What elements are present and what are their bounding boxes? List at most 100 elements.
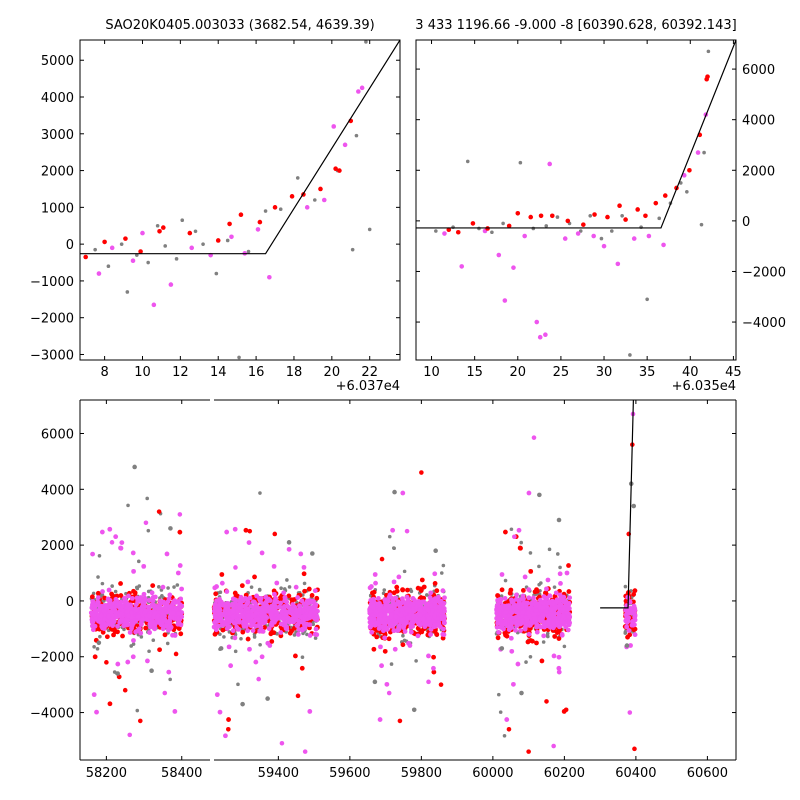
panel-a-point-magenta-12 [304, 205, 310, 210]
panel-a: 8 10 12 14 16 18 20 22 −3000 −2000 −1000 0 1000 2000 3… [30, 39, 401, 394]
panel-b-point-red-6 [528, 214, 534, 220]
panel-c-point-magenta-3-86 [559, 632, 565, 637]
panel-c-point-magenta-3-103 [526, 587, 532, 592]
panel-c-point-magenta-2-487 [377, 607, 383, 613]
panel-c-point-magenta-2-173 [377, 717, 383, 722]
panel-a-point-grey-12 [214, 271, 219, 276]
panel-a-point-grey-23 [364, 40, 368, 44]
panel-c-point-red-4-16 [632, 626, 638, 632]
panel-c-point-magenta-2-490 [382, 597, 388, 603]
panel-c-point-magenta-0-232 [172, 709, 178, 714]
panel-c-point-magenta-3-500 [494, 610, 500, 616]
panel-c-point-magenta-1-361 [217, 709, 223, 715]
panel-c-point-grey-0-79 [146, 528, 151, 533]
panel-c-point-magenta-0-478 [160, 611, 166, 617]
panel-a-ytick-label-3: 0 [66, 238, 74, 253]
panel-c-point-magenta-3-514 [537, 601, 542, 607]
panel-c-point-magenta-1-386 [307, 633, 313, 638]
panel-c-point-magenta-0-208 [119, 540, 125, 546]
panel-b-plot-area [416, 40, 736, 357]
panel-b: 10 15 20 25 30 35 40 45 −4000 −2000 0 2000 4000 6000 +… [415, 39, 786, 394]
panel-a-point-red-1 [102, 239, 107, 245]
panel-c-point-magenta-3-357 [554, 598, 559, 604]
panel-c-point-grey-1-140 [302, 581, 307, 586]
panel-c-point-grey-0-54 [135, 708, 140, 713]
panel-c-point-magenta-0-286 [177, 563, 183, 568]
panel-c-point-magenta-3-337 [521, 609, 526, 615]
panel-a-point-grey-14 [237, 355, 241, 360]
panel-a-point-grey-17 [278, 207, 283, 211]
panel-c-point-red-4-23 [632, 588, 638, 594]
panel-c-point-magenta-1-203 [214, 598, 219, 604]
panel-c-point-red-0-188 [100, 629, 106, 635]
panel-c-point-grey-1-203 [236, 682, 240, 687]
panel-c-point-red-2-218 [419, 577, 425, 583]
panel-a-frame [79, 39, 401, 361]
panel-a-point-grey-6 [155, 223, 160, 228]
panel-c-point-magenta-2-381 [427, 622, 433, 628]
panel-c-point-magenta-3-509 [500, 622, 506, 627]
panel-c-outlier-3-5 [531, 435, 537, 440]
panel-c-point-magenta-3-486 [509, 620, 515, 626]
panel-c-point-magenta-0-490 [116, 602, 121, 607]
panel-b-point-magenta-4 [502, 298, 508, 303]
panel-c-point-magenta-2-452 [391, 628, 397, 634]
panel-c-point-magenta-4-40 [631, 603, 637, 609]
panel-c-point-magenta-0-471 [142, 603, 148, 609]
panel-c-point-magenta-0-196 [125, 659, 131, 665]
panel-c-point-magenta-3-297 [556, 624, 562, 630]
panel-c-point-magenta-0-506 [101, 603, 107, 609]
panel-c-outlier-4-0 [624, 643, 630, 648]
panel-c-point-red-3-189 [534, 587, 539, 592]
panel-c-ytick-label-4: 4000 [41, 483, 74, 498]
panel-c-point-magenta-2-503 [435, 622, 441, 628]
panel-c-point-magenta-2-412 [396, 599, 402, 605]
panel-c-point-magenta-1-187 [265, 640, 271, 646]
panel-c-point-magenta-3-480 [559, 619, 565, 624]
panel-c-point-magenta-3-447 [512, 615, 518, 621]
panel-c-point-magenta-0-510 [179, 614, 185, 620]
panel-c-point-magenta-3-513 [552, 615, 558, 621]
panel-c-outlier-3-3 [519, 690, 524, 696]
panel-b-point-red-17 [653, 200, 659, 206]
panel-c-point-magenta-0-426 [131, 638, 136, 643]
panel-c-point-red-4-11 [631, 591, 637, 597]
panel-c-outlier-1-12 [310, 551, 315, 556]
panel-c-point-magenta-4-32 [624, 624, 630, 630]
panel-c-point-magenta-3-401 [550, 601, 556, 607]
panel-c-point-magenta-3-507 [552, 605, 558, 611]
panel-c-point-magenta-0-389 [102, 617, 108, 623]
panel-c-point-red-2-134 [421, 584, 427, 590]
panel-a-point-grey-10 [193, 229, 198, 234]
panel-c-point-grey-0-196 [136, 559, 141, 564]
panel-c-point-grey-3-178 [528, 551, 533, 555]
panel-c-point-grey-0-140 [110, 584, 114, 588]
panel-c-point-magenta-0-469 [156, 618, 162, 624]
panel-c-point-magenta-1-496 [258, 623, 263, 629]
panel-c-outlier-2-8 [426, 679, 431, 685]
panel-c-point-magenta-4-6 [627, 599, 633, 605]
panel-a-point-magenta-0 [96, 271, 102, 276]
panel-a-point-grey-2 [119, 242, 124, 246]
panel-c-point-magenta-1-476 [233, 598, 238, 603]
panel-c-point-magenta-2-511 [393, 609, 399, 615]
panel-c-point-magenta-3-463 [534, 624, 540, 630]
panel-c-point-red-3-183 [534, 640, 539, 646]
panel-a-xtick-label-3: 14 [210, 365, 227, 380]
panel-c-point-magenta-1-310 [268, 621, 274, 627]
panel-c-point-magenta-2-468 [382, 620, 388, 626]
panel-c-point-magenta-3-493 [512, 606, 518, 612]
panel-c-point-magenta-1-377 [293, 584, 299, 590]
panel-c-point-magenta-0-512 [177, 602, 183, 608]
panel-c: 58200 58400 59400 59600 59800 60000 60200 60400… [30, 399, 737, 781]
panel-c-point-magenta-3-465 [495, 615, 501, 621]
panel-c-point-magenta-0-9 [90, 551, 95, 557]
panel-c-point-magenta-2-72 [442, 595, 447, 601]
panel-c-point-magenta-0-214 [141, 591, 147, 597]
panel-a-point-red-12 [289, 194, 295, 199]
panel-c-point-red-0-161 [115, 629, 120, 635]
panel-c-point-magenta-1-507 [230, 608, 236, 614]
panel-c-point-magenta-2-489 [437, 605, 442, 611]
panel-c-point-magenta-0-423 [169, 614, 174, 620]
panel-b-point-magenta-7 [534, 319, 540, 325]
